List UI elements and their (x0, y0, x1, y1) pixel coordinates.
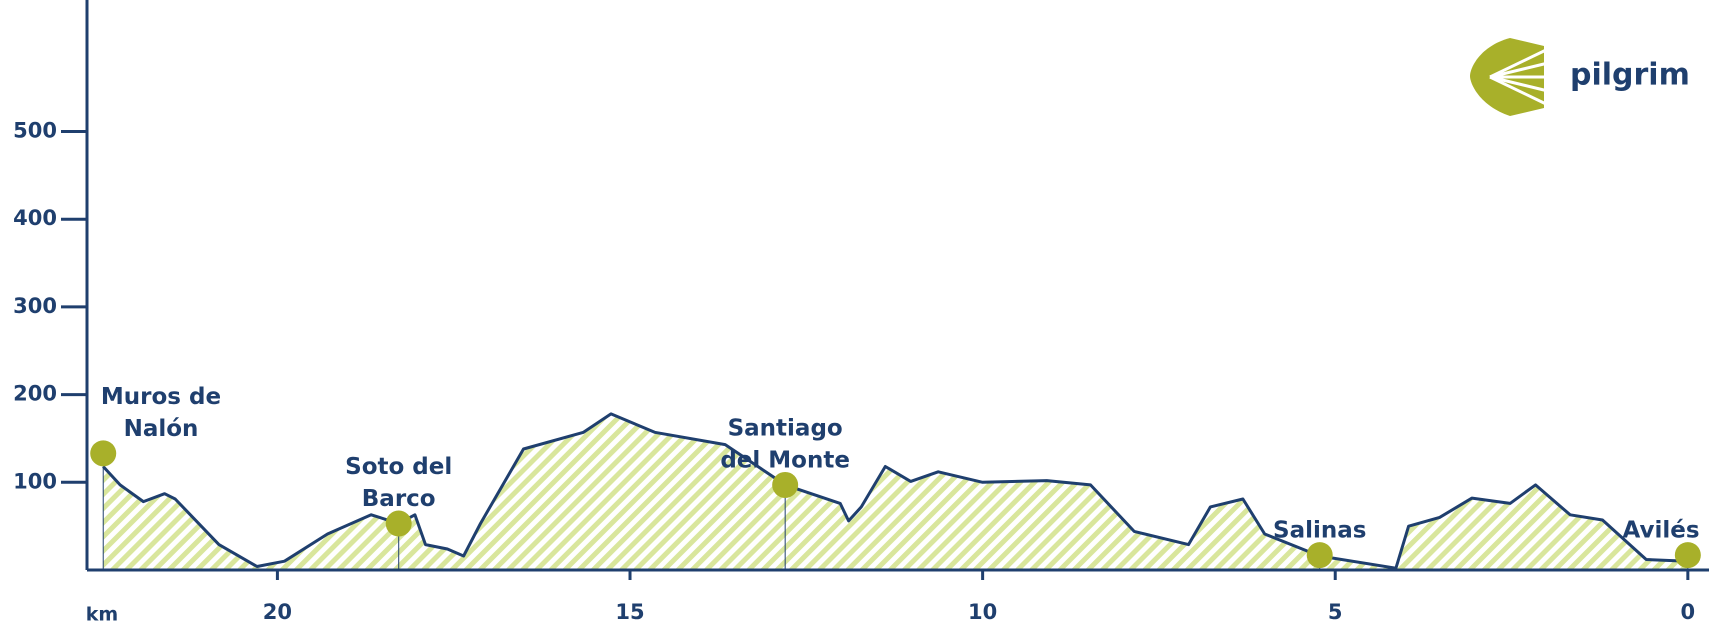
x-tick-label: 10 (968, 600, 997, 624)
x-tick-label: 15 (615, 600, 644, 624)
y-tick-label: 300 (13, 294, 57, 318)
waypoint-marker (1674, 542, 1701, 569)
waypoint-label: Muros de (101, 384, 221, 410)
area-fill (103, 413, 1688, 570)
x-tick-label: 0 (1681, 600, 1696, 624)
waypoint-marker (772, 471, 799, 498)
waypoint-label: del Monte (720, 447, 850, 473)
y-tick-label: 200 (13, 382, 57, 406)
elevation-line (102, 412, 1688, 570)
waypoint-marker (1306, 542, 1333, 569)
waypoint-label: Santiago (728, 415, 843, 441)
x-axis-label: km (86, 604, 118, 626)
y-tick-label: 500 (13, 119, 57, 143)
waypoint-label: Barco (362, 486, 436, 512)
waypoint-label: Salinas (1273, 518, 1366, 544)
logo: pilgrim (1470, 38, 1690, 116)
x-tick-label: 20 (263, 600, 292, 624)
y-tick-label: 400 (13, 206, 57, 230)
waypoint-marker (90, 440, 117, 467)
y-tick-label: 100 (13, 469, 57, 493)
waypoint-label: Avilés (1622, 518, 1699, 544)
x-tick-label: 5 (1328, 600, 1343, 624)
waypoint-label: Soto del (345, 454, 452, 480)
logo-text: pilgrim (1570, 58, 1690, 93)
waypoint-label: Nalón (124, 416, 199, 442)
waypoint-marker (385, 510, 412, 537)
